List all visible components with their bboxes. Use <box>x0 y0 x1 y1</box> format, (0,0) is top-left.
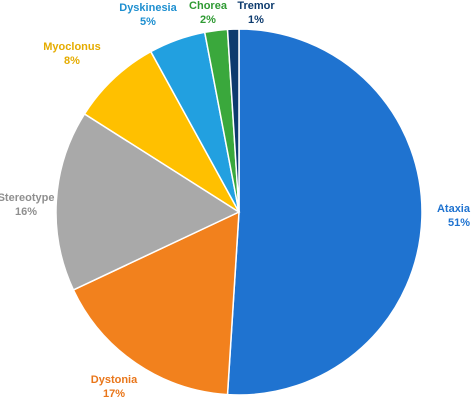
slice-percent-tremor: 1% <box>248 14 264 26</box>
pie-slices <box>55 28 423 396</box>
slice-label-myoclonus: Myoclonus <box>43 41 100 53</box>
slice-label-tremor: Tremor <box>237 0 275 12</box>
slice-label-dystonia: Dystonia <box>91 374 138 386</box>
slice-label-ataxia: Ataxia <box>437 203 471 215</box>
slice-percent-myoclonus: 8% <box>64 55 80 67</box>
slice-percent-stereotype: 16% <box>15 206 37 218</box>
pie-slice-stereotype <box>55 112 241 291</box>
slice-percent-dystonia: 17% <box>103 388 125 400</box>
slice-percent-ataxia: 51% <box>448 217 470 229</box>
slice-label-chorea: Chorea <box>189 0 228 12</box>
slice-percent-chorea: 2% <box>200 14 216 26</box>
pie-slice-myoclonus <box>83 50 240 213</box>
slice-label-stereotype: Stereotype <box>0 192 54 204</box>
pie-slice-dystonia <box>72 210 240 396</box>
pie-slice-ataxia <box>226 28 423 396</box>
slice-label-dyskinesia: Dyskinesia <box>119 2 177 14</box>
pie-labels: Ataxia 51% Dystonia 17% Stereotype 16% Myoclon… <box>0 0 471 400</box>
pie-slice-tremor <box>226 28 240 213</box>
slice-percent-dyskinesia: 5% <box>140 16 156 28</box>
